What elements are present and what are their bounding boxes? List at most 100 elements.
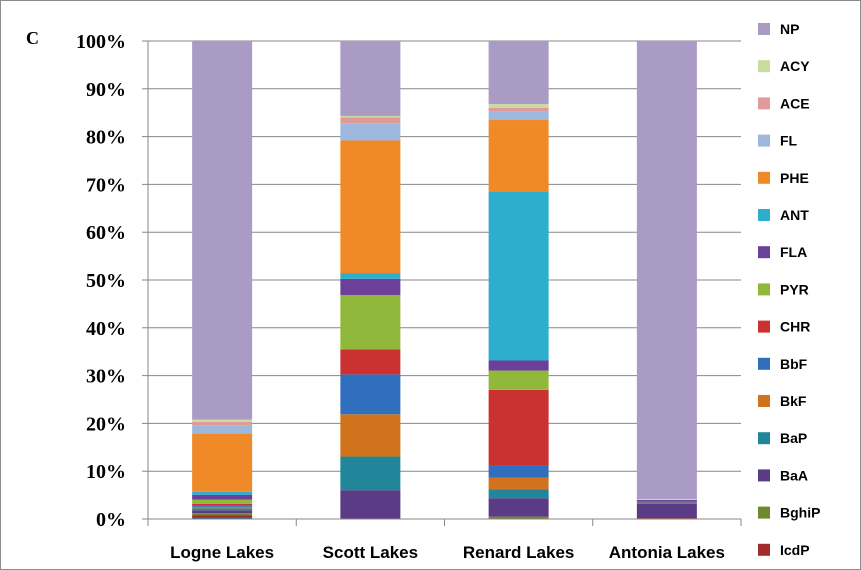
bar-segment-renard-lakes-ant — [488, 191, 549, 361]
legend-swatch-chr — [758, 320, 770, 333]
legend-swatch-baa — [758, 469, 770, 482]
bar-segment-renard-lakes-bghip — [488, 516, 549, 519]
legend-label-phe: PHE — [780, 170, 809, 186]
x-category-label: Logne Lakes — [170, 543, 274, 562]
bar-segment-scott-lakes-bap — [340, 456, 401, 491]
legend-swatch-np — [758, 23, 770, 35]
legend-swatch-bap — [758, 432, 770, 445]
bar-segment-renard-lakes-phe — [488, 120, 549, 192]
bar-segment-renard-lakes-np — [488, 41, 549, 105]
legend-swatch-pyr — [758, 283, 770, 296]
legend-label-icdp: IcdP — [780, 542, 810, 558]
bar-segment-renard-lakes-fla — [488, 360, 549, 371]
legend-label-np: NP — [780, 21, 799, 37]
legend: NP ACY ACE FL PHE ANT FLA PYR CHR BbF BkF BaP BaA Bgh… — [758, 21, 820, 558]
y-tick-label: 90% — [86, 79, 126, 101]
bar-segment-antonia-lakes-fla — [636, 499, 697, 502]
legend-label-acy: ACY — [780, 58, 810, 74]
bar-segment-scott-lakes-baa — [340, 490, 401, 519]
bar-segment-scott-lakes-ace — [340, 117, 401, 124]
bar-segment-renard-lakes-bkf — [488, 477, 549, 490]
x-category-label: Antonia Lakes — [609, 543, 725, 562]
y-tick-label: 20% — [86, 413, 126, 435]
legend-label-bap: BaP — [780, 430, 807, 446]
legend-label-chr: CHR — [780, 319, 810, 335]
bar-segment-renard-lakes-bbf — [488, 465, 549, 478]
legend-swatch-fl — [758, 134, 770, 147]
bar-segment-renard-lakes-fl — [488, 111, 549, 121]
bar-segment-antonia-lakes-baa — [636, 503, 697, 519]
bar-segment-scott-lakes-acy — [340, 115, 401, 118]
legend-swatch-icdp — [758, 543, 770, 556]
bar-segment-logne-lakes-phe — [192, 433, 253, 492]
axes — [142, 40, 742, 526]
legend-swatch-ant — [758, 209, 770, 221]
legend-label-baa: BaA — [780, 467, 808, 483]
bar-segment-renard-lakes-chr — [488, 389, 549, 466]
bar-segment-renard-lakes-pyr — [488, 370, 549, 390]
y-tick-label: 40% — [86, 318, 126, 340]
bar-segment-logne-lakes-bghip — [192, 513, 253, 516]
bar-segment-renard-lakes-acy — [488, 104, 549, 108]
bar-segment-logne-lakes-np — [192, 41, 253, 420]
y-tick-label: 50% — [86, 270, 126, 292]
bar-segment-logne-lakes-bap — [192, 508, 253, 511]
bar-segment-logne-lakes-bkf — [192, 506, 253, 509]
bar-segment-logne-lakes-daha — [192, 517, 253, 519]
legend-swatch-bbf — [758, 357, 770, 370]
bar-segment-logne-lakes-pyr — [192, 499, 253, 504]
bar-segment-antonia-lakes-chr — [636, 501, 697, 503]
bar-segment-logne-lakes-fla — [192, 494, 253, 500]
bar-segment-scott-lakes-fl — [340, 123, 401, 141]
legend-swatch-bghip — [758, 506, 770, 519]
bar-segment-scott-lakes-ant — [340, 273, 401, 279]
bar-segment-renard-lakes-ace — [488, 107, 549, 112]
legend-swatch-phe — [758, 171, 770, 184]
legend-swatch-ace — [758, 97, 770, 110]
bar-segment-antonia-lakes-bap — [636, 502, 697, 504]
x-category-label: Renard Lakes — [463, 543, 575, 562]
legend-label-fl: FL — [780, 133, 798, 149]
legend-label-bkf: BkF — [780, 393, 807, 409]
bar-segment-scott-lakes-bbf — [340, 374, 401, 415]
y-tick-label: 60% — [86, 222, 126, 244]
bar-segment-logne-lakes-icdp — [192, 515, 253, 518]
legend-swatch-bkf — [758, 395, 770, 407]
bar-segment-scott-lakes-bkf — [340, 414, 401, 457]
y-tick-label: 10% — [86, 461, 126, 483]
bar-segment-scott-lakes-np — [340, 41, 401, 116]
bar-segment-scott-lakes-phe — [340, 140, 401, 274]
legend-label-bghip: BghiP — [780, 505, 820, 521]
y-tick-label: 30% — [86, 366, 126, 388]
x-category-label: Scott Lakes — [323, 543, 418, 562]
bar-segment-scott-lakes-chr — [340, 349, 401, 375]
bar-segment-renard-lakes-baa — [488, 498, 549, 517]
bar-segment-logne-lakes-fl — [192, 425, 253, 434]
y-tick-label: 70% — [86, 174, 126, 196]
bar-segment-logne-lakes-bbf — [192, 505, 253, 507]
bar-segment-scott-lakes-fla — [340, 278, 401, 296]
bar-segment-scott-lakes-pyr — [340, 295, 401, 350]
legend-swatch-acy — [758, 60, 770, 73]
bar-segment-logne-lakes-baa — [192, 510, 253, 514]
x-category-labels: Logne Lakes Scott Lakes Renard Lakes Antoni… — [170, 543, 725, 562]
bar-segment-logne-lakes-chr — [192, 503, 253, 506]
legend-label-bbf: BbF — [780, 356, 808, 372]
panel-label: C — [26, 28, 39, 48]
bar-segment-antonia-lakes-acy — [636, 498, 697, 500]
y-tick-label: 0% — [96, 509, 126, 531]
legend-label-fla: FLA — [780, 244, 807, 260]
bars — [192, 41, 697, 519]
legend-swatch-fla — [758, 246, 770, 259]
legend-label-pyr: PYR — [780, 281, 809, 297]
y-tick-label: 100% — [76, 31, 126, 53]
bar-segment-logne-lakes-ace — [192, 421, 253, 426]
bar-segment-antonia-lakes-np — [636, 41, 697, 499]
y-tick-label: 80% — [86, 127, 126, 149]
y-tick-labels: 0% 10% 20% 30% 40% 50% 60% 70% 80% 90% 100% — [76, 31, 126, 531]
bar-segment-logne-lakes-ant — [192, 491, 253, 495]
legend-label-ace: ACE — [780, 95, 810, 111]
legend-label-ant: ANT — [780, 207, 809, 223]
